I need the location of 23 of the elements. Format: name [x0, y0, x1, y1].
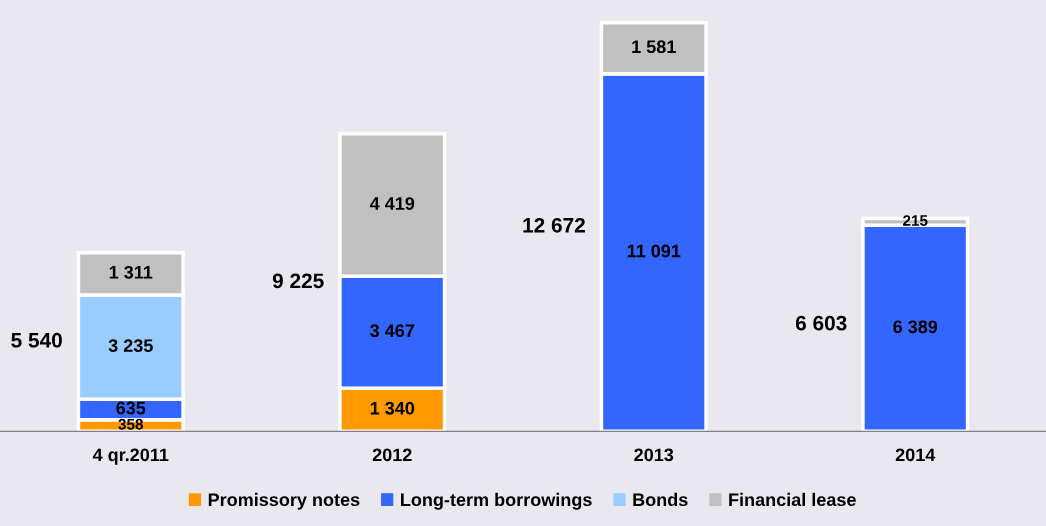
legend-label: Financial lease	[729, 492, 856, 507]
legend-label: Promissory notes	[208, 492, 360, 510]
data-label: 1 311	[109, 265, 153, 279]
total-label: 6 603	[795, 315, 847, 331]
x-tick-label: 2014	[895, 448, 936, 462]
total-label: 9 225	[272, 273, 324, 289]
x-tick-label: 2013	[634, 448, 674, 462]
legend-label: Long-term borrowings	[401, 492, 592, 510]
x-tick-label: 4 qr.2011	[92, 448, 169, 465]
data-label: 3 235	[108, 339, 153, 353]
total-label: 12 672	[523, 217, 585, 233]
data-label: 635	[116, 401, 146, 415]
data-label: 4 419	[369, 197, 415, 210]
data-label: 215	[903, 215, 928, 226]
total-label: 5 540	[11, 332, 62, 348]
data-label: 1 581	[632, 40, 676, 54]
data-label: 358	[118, 418, 144, 430]
data-label: 6 389	[893, 320, 938, 334]
data-label: 1 340	[370, 401, 415, 415]
legend-label: Bonds	[633, 492, 688, 507]
data-label: 3 467	[370, 324, 415, 338]
x-tick-label: 2012	[372, 448, 412, 462]
data-label: 11 091	[627, 244, 681, 258]
